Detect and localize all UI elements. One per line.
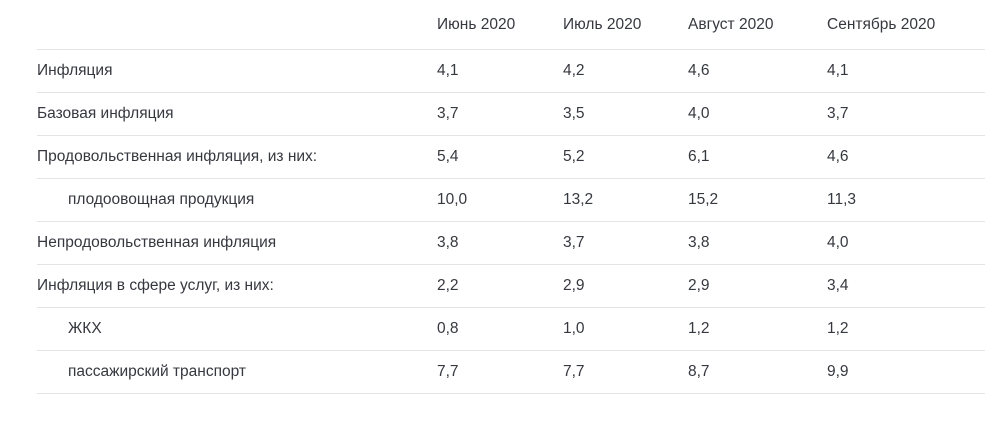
row-label: ЖКХ	[37, 307, 437, 351]
table-row: Инфляция 4,1 4,2 4,6 4,1	[37, 49, 985, 93]
row-label: Непродовольственная инфляция	[37, 221, 437, 265]
table-header: Июнь 2020 Июль 2020 Август 2020 Сентябрь…	[37, 0, 985, 50]
cell-value: 3,7	[437, 92, 563, 136]
cell-value: 2,2	[437, 264, 563, 308]
table-row: ЖКХ 0,8 1,0 1,2 1,2	[37, 307, 985, 351]
cell-value: 3,8	[688, 221, 827, 265]
table-row: Продовольственная инфляция, из них: 5,4 …	[37, 135, 985, 179]
cell-value: 9,9	[827, 350, 985, 394]
row-label: Инфляция в сфере услуг, из них:	[37, 264, 437, 308]
cell-value: 11,3	[827, 178, 985, 222]
column-header-august-2020: Август 2020	[688, 0, 827, 50]
table-row: Инфляция в сфере услуг, из них: 2,2 2,9 …	[37, 264, 985, 308]
cell-value: 3,5	[563, 92, 688, 136]
cell-value: 3,7	[563, 221, 688, 265]
row-label: Инфляция	[37, 49, 437, 93]
cell-value: 0,8	[437, 307, 563, 351]
cell-value: 2,9	[688, 264, 827, 308]
cell-value: 10,0	[437, 178, 563, 222]
cell-value: 5,4	[437, 135, 563, 179]
cell-value: 5,2	[563, 135, 688, 179]
cell-value: 4,1	[437, 49, 563, 93]
cell-value: 4,6	[827, 135, 985, 179]
cell-value: 1,2	[688, 307, 827, 351]
row-label: Продовольственная инфляция, из них:	[37, 135, 437, 179]
cell-value: 7,7	[563, 350, 688, 394]
cell-value: 4,0	[688, 92, 827, 136]
column-header-june-2020: Июнь 2020	[437, 0, 563, 50]
cell-value: 2,9	[563, 264, 688, 308]
cell-value: 8,7	[688, 350, 827, 394]
inflation-table: Июнь 2020 Июль 2020 Август 2020 Сентябрь…	[37, 0, 985, 394]
column-header-september-2020: Сентябрь 2020	[827, 0, 985, 50]
cell-value: 3,8	[437, 221, 563, 265]
row-label-header	[37, 0, 437, 50]
table-row: Непродовольственная инфляция 3,8 3,7 3,8…	[37, 221, 985, 265]
table-row: плодоовощная продукция 10,0 13,2 15,2 11…	[37, 178, 985, 222]
cell-value: 1,2	[827, 307, 985, 351]
row-label: пассажирский транспорт	[37, 350, 437, 394]
cell-value: 6,1	[688, 135, 827, 179]
cell-value: 4,2	[563, 49, 688, 93]
row-label: плодоовощная продукция	[37, 178, 437, 222]
table-row: Базовая инфляция 3,7 3,5 4,0 3,7	[37, 92, 985, 136]
table-body: Инфляция 4,1 4,2 4,6 4,1 Базовая инфляци…	[37, 49, 985, 394]
cell-value: 3,4	[827, 264, 985, 308]
cell-value: 4,0	[827, 221, 985, 265]
cell-value: 1,0	[563, 307, 688, 351]
cell-value: 4,1	[827, 49, 985, 93]
row-label: Базовая инфляция	[37, 92, 437, 136]
cell-value: 4,6	[688, 49, 827, 93]
cell-value: 3,7	[827, 92, 985, 136]
column-header-july-2020: Июль 2020	[563, 0, 688, 50]
cell-value: 13,2	[563, 178, 688, 222]
cell-value: 15,2	[688, 178, 827, 222]
table-header-row: Июнь 2020 Июль 2020 Август 2020 Сентябрь…	[37, 0, 985, 50]
table-row: пассажирский транспорт 7,7 7,7 8,7 9,9	[37, 350, 985, 394]
cell-value: 7,7	[437, 350, 563, 394]
